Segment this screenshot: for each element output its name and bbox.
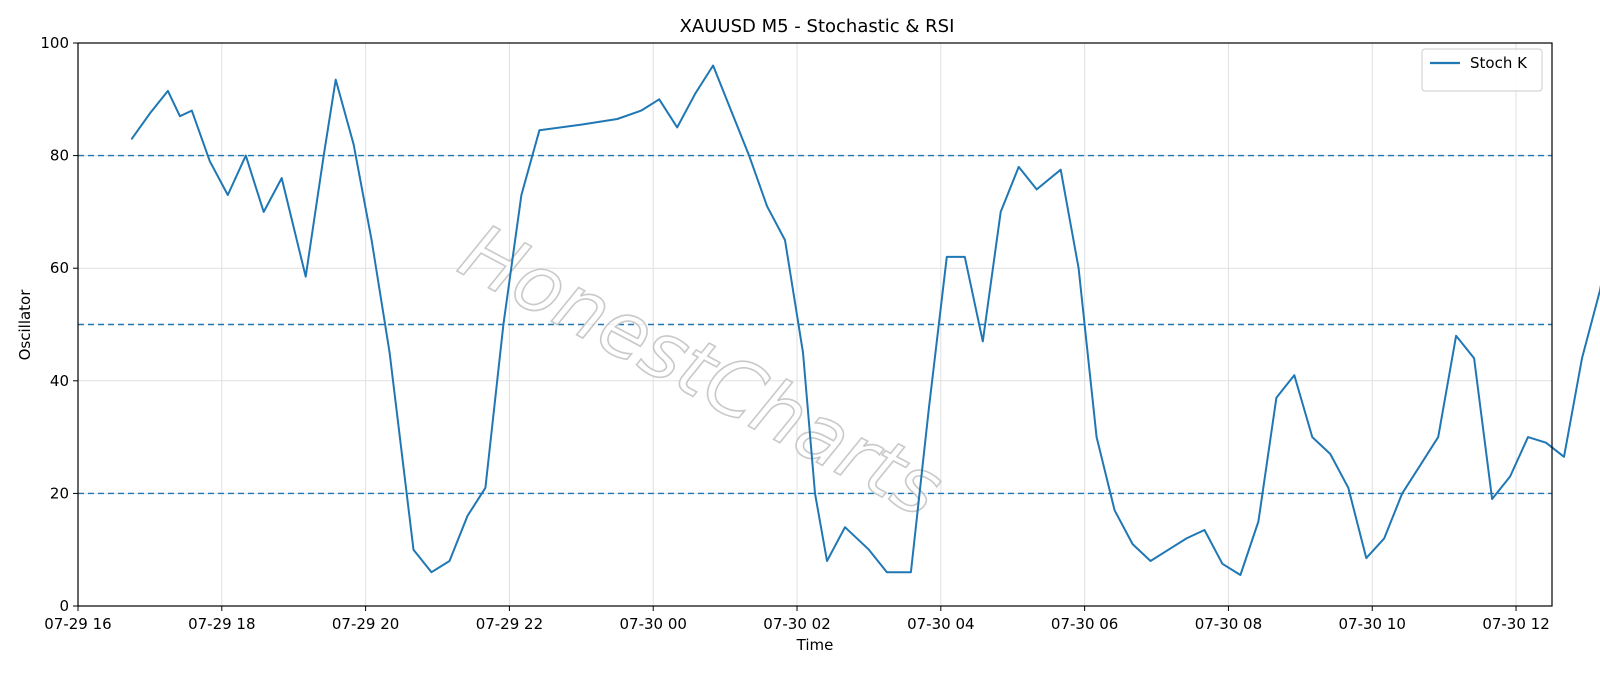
x-tick-label: 07-30 04 <box>907 615 974 633</box>
x-tick-label: 07-29 18 <box>188 615 255 633</box>
y-tick-label: 80 <box>50 147 69 165</box>
x-tick-label: 07-29 22 <box>476 615 543 633</box>
x-tick-label: 07-30 00 <box>619 615 686 633</box>
y-tick-label: 60 <box>50 259 69 277</box>
y-axis-title: Oscillator <box>16 289 34 361</box>
x-tick-label: 07-29 20 <box>332 615 399 633</box>
plot-frame <box>77 42 1553 607</box>
x-tick-label: 07-30 10 <box>1339 615 1406 633</box>
y-tick-label: 20 <box>50 484 69 502</box>
y-tick-label: 0 <box>59 597 69 615</box>
legend-box <box>1421 48 1543 92</box>
x-axis-ticks: 07-29 16 07-29 18 07-29 20 07-29 22 07-30 00… <box>44 606 1550 633</box>
legend: Stoch K <box>1421 48 1543 92</box>
series-lines <box>130 64 1600 576</box>
chart-title: XAUUSD M5 - Stochastic & RSI <box>680 16 955 37</box>
x-tick-label: 07-30 02 <box>763 615 830 633</box>
series-line-stoch-k <box>130 64 1600 576</box>
legend-label: Stoch K <box>1470 54 1528 72</box>
y-axis-ticks: 0 20 40 60 80 100 <box>40 34 78 615</box>
x-tick-label: 07-29 16 <box>44 615 111 633</box>
x-axis-title: Time <box>796 636 834 654</box>
y-tick-label: 40 <box>50 372 69 390</box>
x-tick-label: 07-30 06 <box>1051 615 1118 633</box>
x-tick-label: 07-30 12 <box>1482 615 1549 633</box>
x-tick-label: 07-30 08 <box>1195 615 1262 633</box>
y-tick-label: 100 <box>40 34 69 52</box>
